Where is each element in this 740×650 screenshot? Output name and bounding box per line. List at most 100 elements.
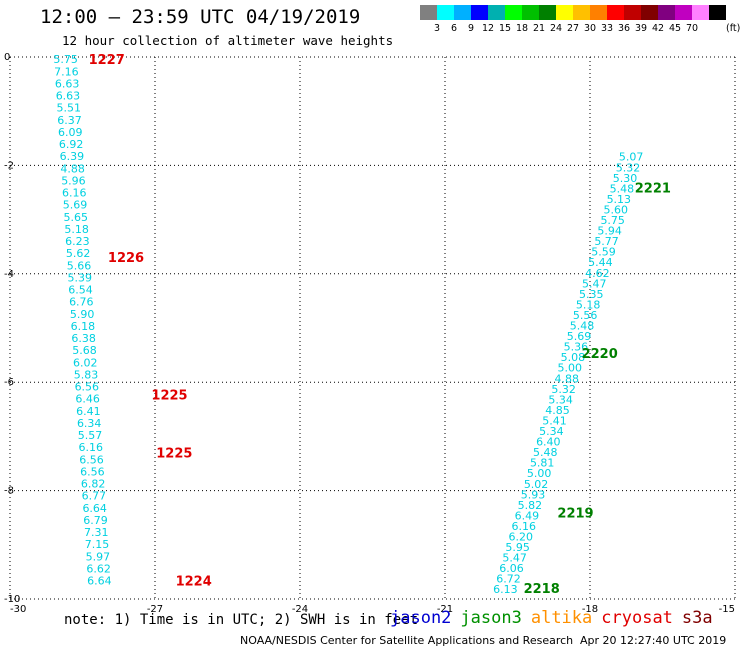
legend-swatch: [556, 5, 573, 20]
legend-label: 70: [685, 23, 699, 34]
footer-note: note: 1) Time is in UTC; 2) SWH is in fe…: [64, 612, 419, 628]
legend-swatch: [522, 5, 539, 20]
wave-height-value: 5.62: [66, 247, 91, 260]
wave-height-value: 5.95: [505, 541, 530, 554]
wave-height-value: 5.75: [600, 214, 625, 227]
legend-label: 18: [515, 23, 529, 34]
wave-height-value: 5.60: [604, 203, 629, 216]
wave-height-value: 5.59: [591, 246, 616, 259]
wave-height-value: 5.93: [521, 488, 546, 501]
wave-height-value: 6.39: [60, 150, 85, 163]
legend-label: 45: [668, 23, 682, 34]
pass-time-label: 1226: [108, 251, 144, 266]
wave-height-value: 6.62: [86, 562, 111, 575]
wave-height-value: 5.34: [539, 425, 564, 438]
wave-height-value: 5.51: [56, 102, 81, 115]
wave-height-value: 6.79: [83, 514, 108, 527]
wave-height-value: 6.02: [73, 356, 98, 369]
wave-height-value: 6.77: [82, 490, 107, 503]
wave-height-value: 5.48: [533, 446, 558, 459]
satellite-cryosat: cryosat: [601, 608, 673, 628]
wave-height-value: 6.40: [536, 436, 561, 449]
wave-height-value: 6.20: [508, 530, 533, 543]
satellite-jason3: jason3: [460, 608, 522, 628]
generation-timestamp: Apr 20 12:27:40 UTC 2019: [580, 634, 727, 647]
legend-label: 21: [532, 23, 546, 34]
wave-height-value: 6.06: [499, 562, 524, 575]
pass-time-label: 1224: [176, 575, 212, 590]
wave-height-value: 6.37: [57, 114, 82, 127]
y-tick-label: -8: [4, 486, 14, 497]
wave-height-value: 6.16: [79, 441, 104, 454]
pass-time-label: 2220: [582, 347, 618, 362]
legend-label: 36: [617, 23, 631, 34]
legend-label: 24: [549, 23, 563, 34]
satellite-altika: altika: [530, 608, 593, 628]
satellite-legend: jason2 jason3 altika cryosat s3a: [390, 608, 722, 628]
legend-label: 12: [481, 23, 495, 34]
wave-height-value: 5.56: [573, 309, 598, 322]
wave-height-value: 5.08: [561, 351, 586, 364]
wave-height-value: 6.56: [79, 453, 104, 466]
legend-swatch: [454, 5, 471, 20]
wave-height-value: 5.47: [582, 277, 607, 290]
wave-height-value: 5.34: [548, 393, 573, 406]
wave-height-value: 5.75: [53, 53, 78, 66]
wave-height-value: 5.66: [67, 259, 92, 272]
wave-height-value: 6.82: [81, 478, 106, 491]
legend-label: 30: [583, 23, 597, 34]
legend-swatch: [658, 5, 675, 20]
x-tick-label: -24: [292, 604, 308, 615]
wave-height-value: 5.32: [551, 383, 576, 396]
wave-height-value: 6.16: [62, 187, 87, 200]
wave-height-value: 5.48: [570, 320, 595, 333]
wave-height-value: 6.76: [69, 296, 94, 309]
wave-height-value: 6.23: [65, 235, 90, 248]
legend-swatch: [573, 5, 590, 20]
wave-height-value: 6.64: [87, 575, 112, 588]
pass-time-label: 2219: [557, 506, 593, 521]
wave-height-value: 6.13: [493, 583, 518, 596]
x-tick-label: -15: [719, 604, 735, 615]
x-tick-label: -27: [147, 604, 163, 615]
wave-height-value: 5.00: [558, 362, 583, 375]
wave-height-value: 6.63: [56, 90, 81, 103]
wave-height-value: 5.83: [74, 368, 99, 381]
wave-height-value: 7.31: [84, 526, 109, 539]
legend-swatch: [675, 5, 692, 20]
wave-height-value: 4.88: [554, 372, 579, 385]
wave-height-value: 5.65: [64, 211, 89, 224]
wave-height-value: 5.81: [530, 457, 555, 470]
wave-height-value: 5.82: [518, 499, 543, 512]
legend-swatch: [607, 5, 624, 20]
legend-label: 27: [566, 23, 580, 34]
y-tick-label: -6: [4, 377, 14, 388]
wave-height-value: 5.07: [619, 151, 644, 164]
wave-height-value: 6.18: [71, 320, 96, 333]
legend-label: 9: [467, 23, 475, 34]
legend-swatch: [420, 5, 437, 20]
legend-swatch: [505, 5, 522, 20]
wave-height-value: 4.88: [60, 162, 85, 175]
wave-height-value: 5.69: [567, 330, 592, 343]
wave-height-value: 5.00: [527, 467, 552, 480]
x-tick-label: -21: [437, 604, 453, 615]
pass-time-label: 2221: [635, 182, 671, 197]
x-tick-label: -30: [10, 604, 26, 615]
pass-time-label: 1225: [156, 447, 192, 462]
pass-time-label: 2218: [524, 582, 560, 597]
legend-swatch: [590, 5, 607, 20]
legend-swatch: [692, 5, 709, 20]
pass-time-label: 1225: [151, 389, 187, 404]
wave-height-value: 5.18: [64, 223, 89, 236]
wave-height-value: 5.68: [72, 344, 97, 357]
wave-height-value: 6.64: [82, 502, 107, 515]
wave-height-value: 6.38: [71, 332, 96, 345]
wave-height-value: 5.47: [502, 552, 527, 565]
legend-swatch: [624, 5, 641, 20]
wave-height-value: 6.56: [80, 465, 105, 478]
wave-height-value: 5.32: [616, 161, 641, 174]
wave-height-value: 5.96: [61, 174, 86, 187]
wave-height-value: 6.41: [76, 405, 101, 418]
chart-title: 12:00 — 23:59 UTC 04/19/2019: [40, 6, 361, 28]
